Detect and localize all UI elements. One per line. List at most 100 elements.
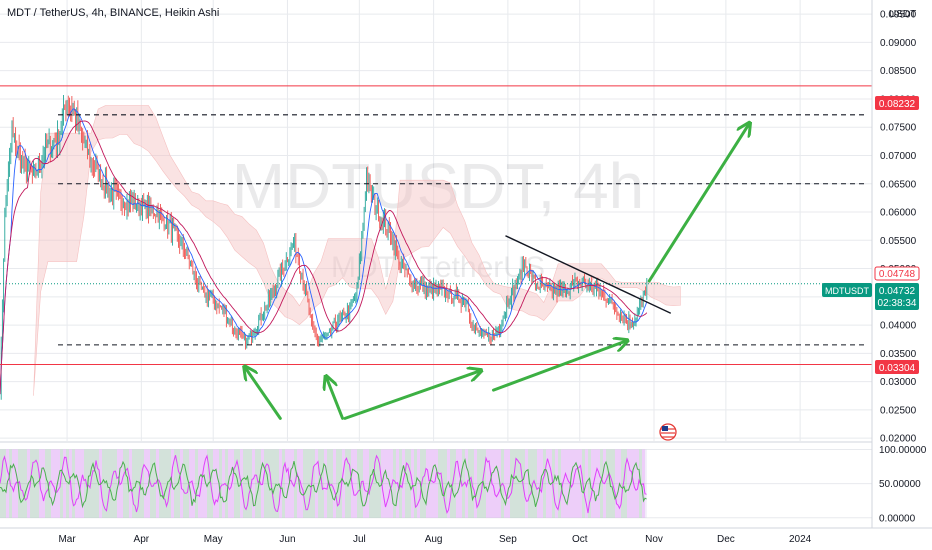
oscillator-zone-bar — [114, 449, 117, 518]
oscillator-zone-bar — [486, 449, 489, 518]
oscillator-pane[interactable] — [0, 441, 872, 518]
oscillator-zone-bar — [483, 449, 486, 518]
last-close-badge: 0.04748 — [874, 266, 920, 281]
oscillator-zone-bar — [318, 449, 321, 518]
oscillator-zone-bar — [126, 449, 129, 518]
oscillator-zone-bar — [108, 449, 111, 518]
oscillator-zone-bar — [477, 449, 480, 518]
oscillator-zone-bar — [444, 449, 447, 518]
oscillator-zone-bar — [84, 449, 87, 518]
oscillator-zone-bar — [12, 449, 15, 518]
oscillator-zone-bar — [36, 449, 39, 518]
oscillator-zone-bar — [282, 449, 285, 518]
ma-slow-line — [0, 120, 648, 395]
trendline[interactable] — [505, 235, 672, 314]
oscillator-zone-bar — [192, 449, 195, 518]
oscillator-zone-bar — [342, 449, 345, 518]
oscillator-zone-bar — [525, 449, 528, 518]
oscillator-zone-bar — [600, 449, 603, 518]
currency-label[interactable]: USDT — [889, 9, 917, 20]
oscillator-zone-bar — [624, 449, 627, 518]
oscillator-zone-bar — [210, 449, 213, 518]
oscillator-zone-bar — [348, 449, 351, 518]
oscillator-zone-bar — [273, 449, 276, 518]
oscillator-zone-bar — [249, 449, 252, 518]
oscillator-zone-bar — [453, 449, 456, 518]
oscillator-zone-bar — [81, 449, 84, 518]
oscillator-zone-bar — [186, 449, 189, 518]
oscillator-zone-bar — [198, 449, 201, 518]
arrow[interactable] — [343, 370, 482, 420]
time-tick-label: Sep — [499, 534, 517, 545]
drawings[interactable] — [244, 123, 750, 420]
oscillator-zone-bar — [312, 449, 315, 518]
symbol-title: MDT / TetherUS, 4h, BINANCE, Heikin Ashi — [7, 7, 220, 19]
price-tick-label: 0.02500 — [880, 405, 917, 416]
oscillator-zone-bar — [615, 449, 618, 518]
oscillator-zone-bar — [516, 449, 519, 518]
oscillator-zone-bar — [549, 449, 552, 518]
oscillator-zone-bar — [279, 449, 282, 518]
oscillator-zone-bar — [60, 449, 63, 518]
candlestick-series[interactable] — [0, 95, 648, 400]
oscillator-zone-bar — [150, 449, 153, 518]
oscillator-zone-bar — [375, 449, 378, 518]
oscillator-tick-label: 50.00000 — [879, 479, 921, 490]
oscillator-zone-bar — [180, 449, 183, 518]
oscillator-zone-bar — [168, 449, 171, 518]
oscillator-zone-bar — [504, 449, 507, 518]
oscillator-zone-bar — [309, 449, 312, 518]
oscillator-zone-bar — [465, 449, 468, 518]
oscillator-zone-bar — [123, 449, 126, 518]
oscillator-zone-bar — [330, 449, 333, 518]
oscillator-zone-bar — [42, 449, 45, 518]
oscillator-zone-bar — [468, 449, 471, 518]
us-flag-icon[interactable] — [659, 423, 677, 441]
oscillator-zone-bar — [135, 449, 138, 518]
price-tick-label: 0.09500 — [880, 10, 917, 21]
ichimoku-cloud — [33, 105, 681, 396]
oscillator-band — [0, 449, 647, 518]
oscillator-zone-bar — [456, 449, 459, 518]
watermark: MDTUSDT, 4h MDT / TetherUS — [232, 150, 645, 284]
arrow[interactable] — [326, 376, 345, 420]
oscillator-zone-bar — [30, 449, 33, 518]
oscillator-zone-bar — [258, 449, 261, 518]
support-badge: 0.03304 — [875, 360, 919, 374]
oscillator-zone-bar — [213, 449, 216, 518]
price-tick-label: 0.03000 — [880, 377, 917, 388]
oscillator-zone-bar — [480, 449, 483, 518]
oscillator-zone-bar — [543, 449, 546, 518]
oscillator-zone-bar — [156, 449, 159, 518]
oscillator-zone-bar — [87, 449, 90, 518]
oscillator-zone-bar — [285, 449, 288, 518]
oscillator-zone-bar — [306, 449, 309, 518]
oscillator-zone-bar — [555, 449, 558, 518]
cloud-area — [33, 105, 681, 396]
arrow[interactable] — [647, 123, 750, 283]
price-tick-label: 0.09000 — [880, 38, 917, 49]
oscillator-zone-bar — [513, 449, 516, 518]
oscillator-zone-bar — [297, 449, 300, 518]
oscillator-zone-bar — [450, 449, 453, 518]
arrow[interactable] — [244, 366, 282, 420]
arrow[interactable] — [491, 340, 627, 392]
oscillator-zone-bar — [93, 449, 96, 518]
oscillator-zone-bar — [33, 449, 36, 518]
oscillator-zone-bar — [369, 449, 372, 518]
oscillator-zone-bar — [234, 449, 237, 518]
oscillator-zone-bar — [300, 449, 303, 518]
ma-fast-line — [0, 108, 648, 395]
oscillator-zone-bar — [582, 449, 585, 518]
oscillator-zone-bar — [357, 449, 360, 518]
resistance-price: 0.08232 — [879, 99, 916, 110]
horizontal-levels[interactable] — [0, 85, 872, 365]
oscillator-zone-bar — [591, 449, 594, 518]
time-tick-label: 2024 — [789, 534, 812, 545]
oscillator-zone-bar — [24, 449, 27, 518]
oscillator-zone-bar — [423, 449, 426, 518]
oscillator-zone-bar — [321, 449, 324, 518]
oscillator-zone-bar — [90, 449, 93, 518]
price-badges: 0.08232 0.03304 0.04748 MDTUSDT 0.04732 … — [822, 96, 920, 374]
